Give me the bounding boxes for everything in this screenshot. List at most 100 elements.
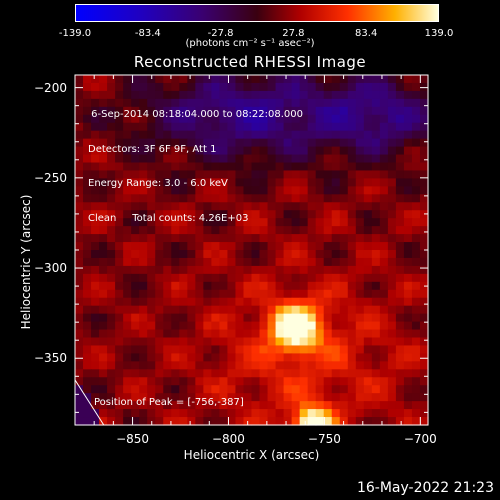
heatmap-cell bbox=[91, 138, 100, 148]
heatmap-cell bbox=[123, 226, 132, 235]
heatmap-cell bbox=[403, 250, 413, 259]
heatmap-cell bbox=[123, 178, 132, 187]
heatmap-cell bbox=[291, 273, 301, 283]
heatmap-cell bbox=[211, 75, 221, 84]
heatmap-cell bbox=[371, 361, 381, 370]
heatmap-cell bbox=[251, 194, 261, 203]
heatmap-cell bbox=[139, 345, 148, 354]
heatmap-cell bbox=[83, 321, 92, 331]
heatmap-cell bbox=[99, 417, 108, 426]
heatmap-cell bbox=[315, 82, 325, 92]
heatmap-cell bbox=[115, 297, 124, 307]
heatmap-cell bbox=[251, 297, 261, 307]
heatmap-cell bbox=[155, 122, 164, 132]
heatmap-cell bbox=[331, 242, 341, 251]
heatmap-cell bbox=[179, 345, 188, 354]
heatmap-cell bbox=[123, 369, 132, 378]
heatmap-cell bbox=[283, 313, 293, 323]
heatmap-cell bbox=[115, 170, 124, 179]
heatmap-cell bbox=[179, 162, 188, 172]
heatmap-cell bbox=[347, 186, 357, 195]
heatmap-cell bbox=[211, 90, 221, 100]
heatmap-cell bbox=[355, 250, 365, 259]
heatmap-cell bbox=[235, 75, 245, 84]
heatmap-cell bbox=[419, 146, 429, 156]
heatmap-cell bbox=[299, 401, 309, 410]
heatmap-cell bbox=[187, 90, 196, 100]
heatmap-cell bbox=[251, 361, 261, 370]
heatmap-cell bbox=[219, 297, 229, 307]
heatmap-cell bbox=[179, 202, 188, 211]
heatmap-cell bbox=[259, 114, 269, 124]
heatmap-cell bbox=[283, 377, 293, 386]
heatmap-cell bbox=[299, 289, 309, 299]
heatmap-cell bbox=[155, 401, 164, 410]
heatmap-cell bbox=[75, 329, 84, 339]
heatmap-cell bbox=[171, 353, 180, 362]
heatmap-cell bbox=[267, 329, 277, 339]
heatmap-cell bbox=[267, 409, 277, 418]
heatmap-cell bbox=[323, 146, 333, 156]
heatmap-cell bbox=[299, 273, 309, 283]
heatmap-cell bbox=[259, 234, 269, 243]
heatmap-cell bbox=[195, 242, 204, 251]
heatmap-cell bbox=[331, 234, 341, 243]
heatmap-cell bbox=[259, 250, 269, 259]
heatmap-cell bbox=[131, 146, 140, 156]
heatmap-cell bbox=[115, 393, 124, 402]
heatmap-cell bbox=[355, 194, 365, 203]
heatmap-cell bbox=[139, 369, 148, 378]
heatmap-cell bbox=[195, 146, 204, 156]
heatmap-cell bbox=[235, 281, 245, 291]
heatmap-cell bbox=[395, 114, 405, 124]
heatmap-cell bbox=[275, 75, 285, 84]
heatmap-cell bbox=[291, 401, 301, 410]
heatmap-cell bbox=[115, 122, 124, 132]
heatmap-cell bbox=[379, 130, 389, 140]
heatmap-cell bbox=[147, 393, 156, 402]
heatmap-cell bbox=[147, 186, 156, 195]
heatmap-cell bbox=[395, 409, 405, 418]
heatmap-cell bbox=[291, 210, 301, 219]
colorbar bbox=[75, 4, 439, 22]
heatmap-cell bbox=[203, 361, 212, 370]
heatmap-cell bbox=[227, 353, 237, 362]
heatmap-cell bbox=[75, 417, 84, 426]
heatmap-cell bbox=[275, 393, 285, 402]
heatmap-cell bbox=[155, 162, 164, 172]
heatmap-cell bbox=[315, 393, 325, 402]
heatmap-cell bbox=[179, 122, 188, 132]
heatmap-cell bbox=[179, 401, 188, 410]
heatmap-cell bbox=[123, 273, 132, 283]
heatmap-cell bbox=[195, 297, 204, 307]
heatmap-cell bbox=[131, 130, 140, 140]
heatmap-cell bbox=[283, 178, 293, 187]
heatmap-cell bbox=[275, 409, 285, 418]
heatmap-cell bbox=[163, 273, 172, 283]
heatmap-cell bbox=[347, 377, 357, 386]
heatmap-cell bbox=[179, 265, 188, 275]
heatmap-cell bbox=[91, 353, 100, 362]
heatmap-cell bbox=[307, 146, 317, 156]
heatmap-cell bbox=[291, 114, 301, 124]
heatmap-cell bbox=[403, 329, 413, 339]
heatmap-cell bbox=[243, 321, 253, 331]
heatmap-cell bbox=[235, 226, 245, 235]
heatmap-cell bbox=[307, 257, 317, 267]
heatmap-cell bbox=[235, 289, 245, 299]
heatmap-cell bbox=[347, 98, 357, 108]
heatmap-cell bbox=[395, 186, 405, 195]
heatmap-cell bbox=[395, 122, 405, 132]
heatmap-cell bbox=[363, 98, 373, 108]
heatmap-cell bbox=[115, 138, 124, 148]
heatmap-cell bbox=[179, 178, 188, 187]
heatmap-cell bbox=[299, 122, 309, 132]
heatmap-cell bbox=[371, 82, 381, 92]
heatmap-cell bbox=[195, 138, 204, 148]
heatmap-cell bbox=[107, 273, 116, 283]
heatmap-cell bbox=[307, 210, 317, 219]
heatmap-cell bbox=[91, 377, 100, 386]
heatmap-cell bbox=[107, 210, 116, 219]
heatmap-cell bbox=[315, 281, 325, 291]
heatmap-cell bbox=[363, 90, 373, 100]
